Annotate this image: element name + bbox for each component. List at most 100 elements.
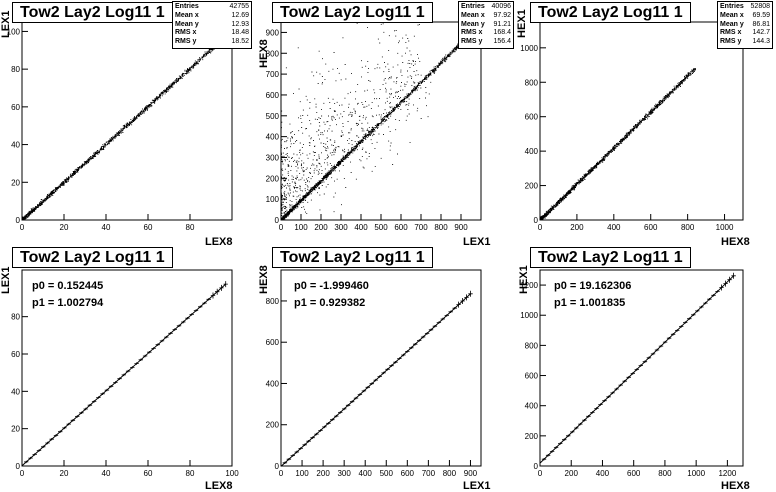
plot-6: 0 200 400 600 800 1000 1200 0 200 400 600 800 1000 12…: [520, 269, 744, 478]
y-tick-label: 600: [525, 372, 539, 381]
x-tick-label: 80: [186, 223, 195, 232]
y-tick-label: 200: [266, 174, 280, 183]
y-tick-label: 20: [11, 425, 20, 434]
x-tick-label: 900: [464, 469, 478, 478]
plot-2: 0 100 200 300 400 500 600 700 800 900 0 100 200 300 40…: [266, 21, 482, 232]
pad-hex8-vs-lex1-scatter: Tow2 Lay2 Log11 1 Entries 40096 Mean x 97.…: [258, 0, 516, 248]
y-tick-label: 0: [16, 216, 21, 225]
y-tick-label: 400: [525, 402, 539, 411]
fit-p0: p0 = 19.162306: [554, 280, 632, 292]
y-tick-label: 0: [534, 216, 539, 225]
x-tick-label: 1200: [718, 469, 736, 478]
stats-row-rms-x: RMS x 168.4: [461, 29, 511, 37]
y-tick-label: 800: [525, 78, 539, 87]
y-tick-label: 0: [16, 462, 21, 471]
stats-row-mean-x: Mean x 12.69: [175, 11, 249, 19]
stats-box: Entries 52808 Mean x 69.59 Mean y 86.81 RMS…: [717, 1, 773, 49]
y-tick-label: 40: [11, 387, 20, 396]
stats-row-rms-x: RMS x 18.48: [175, 29, 249, 37]
fit-parameters: p0 = 0.152445 p1 = 1.002794: [32, 278, 103, 312]
plot-5: 0 100 200 300 400 500 600 700 800 900 0 200 400 600 80…: [266, 269, 482, 478]
y-tick-label: 600: [525, 113, 539, 122]
x-tick-label: 60: [144, 223, 153, 232]
y-tick-label: 100: [266, 195, 280, 204]
x-tick-label: 500: [374, 223, 388, 232]
plot-title: Tow2 Lay2 Log11 1: [272, 247, 433, 268]
y-tick-label: 40: [11, 141, 20, 150]
x-tick-label: 20: [60, 469, 69, 478]
plot-frame: [280, 269, 482, 467]
pad-hex8-vs-lex1-fit: Tow2 Lay2 Log11 1 p0 = -1.999460 p1 = 0.…: [258, 246, 516, 492]
x-tick-label: 400: [607, 223, 621, 232]
y-tick-label: 20: [11, 178, 20, 187]
profile-markers: [282, 290, 473, 464]
plot-title: Tow2 Lay2 Log11 1: [12, 247, 173, 268]
stats-row-rms-y: RMS y 144.3: [720, 38, 770, 46]
plot-title: Tow2 Lay2 Log11 1: [12, 2, 173, 23]
x-tick-label: 0: [538, 223, 543, 232]
x-tick-label: 500: [380, 469, 394, 478]
x-tick-label: 1000: [687, 469, 705, 478]
x-tick-label: 60: [144, 469, 153, 478]
y-tick-label: 400: [266, 379, 280, 388]
x-tick-label: 200: [565, 469, 579, 478]
x-tick-label: 300: [337, 469, 351, 478]
x-axis-label: LEX1: [463, 480, 491, 492]
plot-3: 0 200 400 600 800 1000 0 200 400 600 800 1000: [520, 21, 744, 232]
y-tick-label: 600: [266, 338, 280, 347]
y-tick-label: 300: [266, 153, 280, 162]
y-tick-label: 80: [11, 65, 20, 74]
x-tick-label: 0: [538, 469, 543, 478]
x-tick-label: 800: [681, 223, 695, 232]
y-tick-label: 1200: [520, 281, 538, 290]
y-tick-label: 800: [266, 297, 280, 306]
y-tick-label: 200: [266, 421, 280, 430]
stats-box: Entries 42755 Mean x 12.69 Mean y 12.93 RMS…: [172, 1, 252, 49]
fit-p1: p1 = 0.929382: [294, 297, 366, 309]
y-tick-label: 1000: [520, 311, 538, 320]
y-tick-label: 80: [11, 313, 20, 322]
y-axis-label: HEX8: [258, 265, 270, 294]
x-tick-label: 800: [434, 223, 448, 232]
x-tick-label: 900: [454, 223, 468, 232]
x-tick-label: 800: [658, 469, 672, 478]
y-tick-label: 400: [525, 147, 539, 156]
plot-1: 0 20 40 60 80 0 20 40 60 80 100: [7, 21, 233, 232]
fit-parameters: p0 = -1.999460 p1 = 0.929382: [294, 278, 369, 312]
fit-p1: p1 = 1.001835: [554, 297, 626, 309]
y-tick-label: 900: [266, 28, 280, 37]
y-tick-label: 400: [266, 133, 280, 142]
y-axis-label: LEX1: [0, 10, 12, 38]
y-tick-label: 600: [266, 91, 280, 100]
y-tick-label: 60: [11, 350, 20, 359]
y-tick-label: 60: [11, 103, 20, 112]
x-tick-label: 100: [225, 469, 239, 478]
x-tick-label: 400: [596, 469, 610, 478]
x-tick-label: 700: [422, 469, 436, 478]
y-tick-label: 200: [525, 182, 539, 191]
stats-box: Entries 40096 Mean x 97.92 Mean y 91.21 RMS…: [458, 1, 514, 49]
x-axis-label: HEX8: [721, 236, 750, 248]
fit-p1: p1 = 1.002794: [32, 297, 104, 309]
y-axis-label: HEX1: [518, 265, 530, 294]
y-tick-label: 500: [266, 112, 280, 121]
stats-row-mean-y: Mean y 91.21: [461, 20, 511, 28]
x-tick-label: 800: [443, 469, 457, 478]
y-tick-label: 0: [275, 462, 280, 471]
x-tick-label: 400: [354, 223, 368, 232]
pad-hex1-vs-hex8-fit: Tow2 Lay2 Log11 1 p0 = 19.162306 p1 = 1.…: [516, 246, 774, 492]
stats-row-rms-y: RMS y 18.52: [175, 38, 249, 46]
y-tick-label: 200: [525, 432, 539, 441]
x-tick-label: 400: [359, 469, 373, 478]
y-axis-label: HEX8: [258, 39, 270, 68]
scatter-points: [540, 67, 696, 221]
x-tick-label: 300: [334, 223, 348, 232]
y-tick-label: 700: [266, 70, 280, 79]
x-tick-label: 100: [295, 469, 309, 478]
fit-p0: p0 = -1.999460: [294, 280, 369, 292]
x-tick-label: 600: [644, 223, 658, 232]
x-tick-label: 100: [294, 223, 308, 232]
plot-4: 0 20 40 60 80 100 0 20 40 60 80: [11, 269, 239, 478]
pad-lex1-vs-lex8-fit: Tow2 Lay2 Log11 1 p0 = 0.152445 p1 = 1.0…: [0, 246, 258, 492]
x-tick-label: 0: [279, 469, 284, 478]
